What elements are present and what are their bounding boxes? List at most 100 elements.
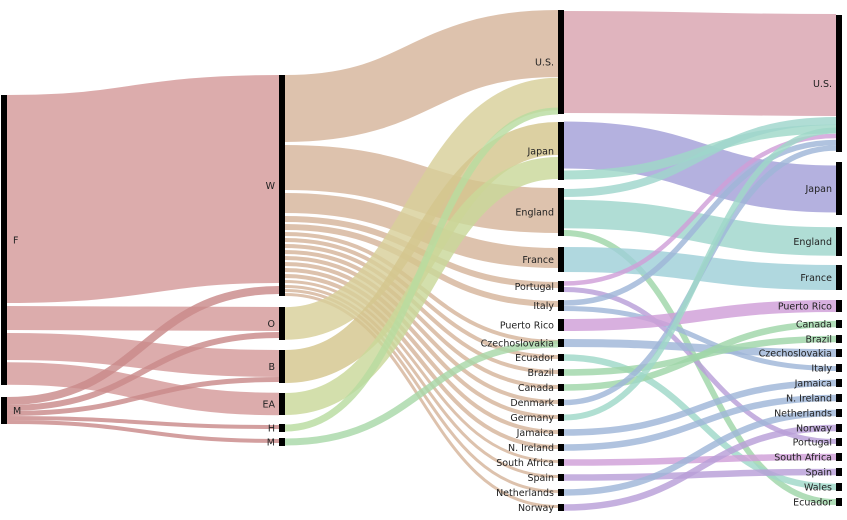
node-M[interactable] bbox=[1, 397, 7, 424]
node-c3_netherlands[interactable] bbox=[558, 489, 564, 496]
flow-link-W-c3_south_africa bbox=[284, 280, 559, 463]
flow-link-c3_germany-c4_us bbox=[563, 127, 837, 421]
node-F[interactable] bbox=[1, 95, 7, 385]
node-label-c3_japan: Japan bbox=[527, 147, 555, 158]
node-Mx[interactable] bbox=[279, 438, 285, 446]
node-label-c4_italy: Italy bbox=[811, 364, 832, 375]
flow-link-c3_japan-c4_us bbox=[563, 124, 837, 180]
node-label-c4_england: England bbox=[793, 237, 832, 248]
node-label-c3_portugal: Portugal bbox=[515, 282, 554, 293]
node-label-c4_jamaica: Jamaica bbox=[794, 379, 832, 390]
node-label-c4_us: U.S. bbox=[813, 79, 832, 90]
flow-link-W-c3_germany bbox=[284, 262, 559, 419]
node-c3_spain[interactable] bbox=[558, 474, 564, 481]
flow-link-H-c3_us bbox=[284, 107, 559, 432]
flow-link-M-W bbox=[6, 286, 280, 405]
flow-link-F-W bbox=[6, 75, 280, 303]
node-c3_us[interactable] bbox=[558, 10, 564, 114]
node-c4_spain[interactable] bbox=[836, 468, 842, 476]
node-label-c3_denmark: Denmark bbox=[510, 398, 554, 409]
node-label-c3_germany: Germany bbox=[510, 413, 554, 424]
flow-link-c3_czechoslovakia-c4_czechoslovakia bbox=[563, 339, 837, 357]
flow-link-W-c3_brazil bbox=[284, 244, 559, 374]
node-EA[interactable] bbox=[279, 393, 285, 415]
node-label-M: M bbox=[13, 406, 21, 417]
node-label-c4_n_ireland: N. Ireland bbox=[786, 394, 832, 405]
flow-link-F-O bbox=[6, 306, 280, 331]
node-H[interactable] bbox=[279, 424, 285, 432]
node-c4_ecuador[interactable] bbox=[836, 498, 842, 506]
node-label-c4_norway: Norway bbox=[796, 424, 832, 435]
node-c4_japan[interactable] bbox=[836, 162, 842, 215]
node-label-c3_us: U.S. bbox=[535, 58, 554, 69]
flow-link-c3_us-c4_us bbox=[563, 11, 837, 116]
node-label-c4_portugal: Portugal bbox=[793, 438, 832, 449]
node-label-c4_south_africa: South Africa bbox=[774, 453, 832, 464]
sankey-labels: FMWOBEAHMU.S.JapanEnglandFrancePortugalI… bbox=[13, 58, 832, 515]
node-c3_denmark[interactable] bbox=[558, 399, 564, 406]
node-c3_n_ireland[interactable] bbox=[558, 444, 564, 451]
node-c4_canada[interactable] bbox=[836, 320, 842, 328]
node-label-c4_wales: Wales bbox=[804, 483, 832, 494]
node-label-F: F bbox=[13, 236, 18, 247]
flow-link-c3_norway-c4_norway bbox=[563, 424, 837, 511]
node-c4_england[interactable] bbox=[836, 227, 842, 256]
flow-link-c3_italy-c4_italy bbox=[563, 306, 837, 371]
node-label-c3_n_ireland: N. Ireland bbox=[508, 443, 554, 454]
flow-link-W-c3_n_ireland bbox=[284, 274, 559, 449]
node-c3_portugal[interactable] bbox=[558, 281, 564, 292]
node-c4_czechoslovakia[interactable] bbox=[836, 349, 842, 357]
node-c4_jamaica[interactable] bbox=[836, 379, 842, 387]
node-c4_france[interactable] bbox=[836, 265, 842, 290]
node-O[interactable] bbox=[279, 307, 285, 340]
node-label-c4_czechoslovakia: Czechoslovakia bbox=[759, 349, 832, 360]
node-c3_south_africa[interactable] bbox=[558, 459, 564, 466]
node-c3_france[interactable] bbox=[558, 247, 564, 272]
node-c4_puerto_rico[interactable] bbox=[836, 300, 842, 312]
node-label-EA: EA bbox=[262, 400, 275, 411]
node-label-B: B bbox=[268, 362, 275, 373]
node-c3_puerto_rico[interactable] bbox=[558, 319, 564, 331]
node-label-c3_norway: Norway bbox=[518, 503, 554, 514]
node-c3_norway[interactable] bbox=[558, 504, 564, 511]
flow-link-c3_japan-c4_japan bbox=[563, 121, 837, 213]
node-c4_norway[interactable] bbox=[836, 424, 842, 432]
node-label-c3_spain: Spain bbox=[527, 473, 554, 484]
flow-link-c3_england-c4_us bbox=[563, 117, 837, 197]
node-c4_wales[interactable] bbox=[836, 483, 842, 491]
node-c4_portugal[interactable] bbox=[836, 438, 842, 446]
node-label-c4_canada: Canada bbox=[796, 320, 832, 331]
node-c3_canada[interactable] bbox=[558, 384, 564, 391]
flow-link-M-B bbox=[6, 377, 280, 416]
node-c4_n_ireland[interactable] bbox=[836, 394, 842, 402]
node-c3_czechoslovakia[interactable] bbox=[558, 339, 564, 347]
node-label-c3_netherlands: Netherlands bbox=[496, 488, 554, 499]
node-c4_brazil[interactable] bbox=[836, 335, 842, 343]
node-B[interactable] bbox=[279, 350, 285, 383]
node-W[interactable] bbox=[279, 75, 285, 296]
node-label-W: W bbox=[266, 181, 276, 192]
flow-link-M-Mx bbox=[6, 420, 280, 443]
node-c4_italy[interactable] bbox=[836, 364, 842, 372]
node-c3_italy[interactable] bbox=[558, 300, 564, 311]
node-c3_jamaica[interactable] bbox=[558, 429, 564, 436]
node-label-c3_canada: Canada bbox=[518, 383, 554, 394]
node-label-H: H bbox=[268, 424, 275, 435]
flow-link-EA-c3_japan bbox=[284, 157, 559, 415]
node-label-O: O bbox=[268, 319, 275, 330]
flow-link-c3_spain-c4_spain bbox=[563, 468, 837, 481]
node-c3_germany[interactable] bbox=[558, 414, 564, 421]
node-c4_south_africa[interactable] bbox=[836, 453, 842, 461]
flow-link-M-O bbox=[6, 332, 280, 411]
node-label-c3_france: France bbox=[522, 255, 554, 266]
flow-link-F-B bbox=[6, 333, 280, 377]
node-label-c3_ecuador: Ecuador bbox=[515, 353, 554, 364]
node-c3_england[interactable] bbox=[558, 188, 564, 236]
node-c4_us[interactable] bbox=[836, 15, 842, 152]
node-label-c4_spain: Spain bbox=[805, 468, 832, 479]
node-c3_japan[interactable] bbox=[558, 122, 564, 180]
node-c4_netherlands[interactable] bbox=[836, 409, 842, 417]
node-c3_brazil[interactable] bbox=[558, 369, 564, 376]
node-c3_ecuador[interactable] bbox=[558, 354, 564, 361]
flow-link-c3_canada-c4_canada bbox=[563, 320, 837, 391]
